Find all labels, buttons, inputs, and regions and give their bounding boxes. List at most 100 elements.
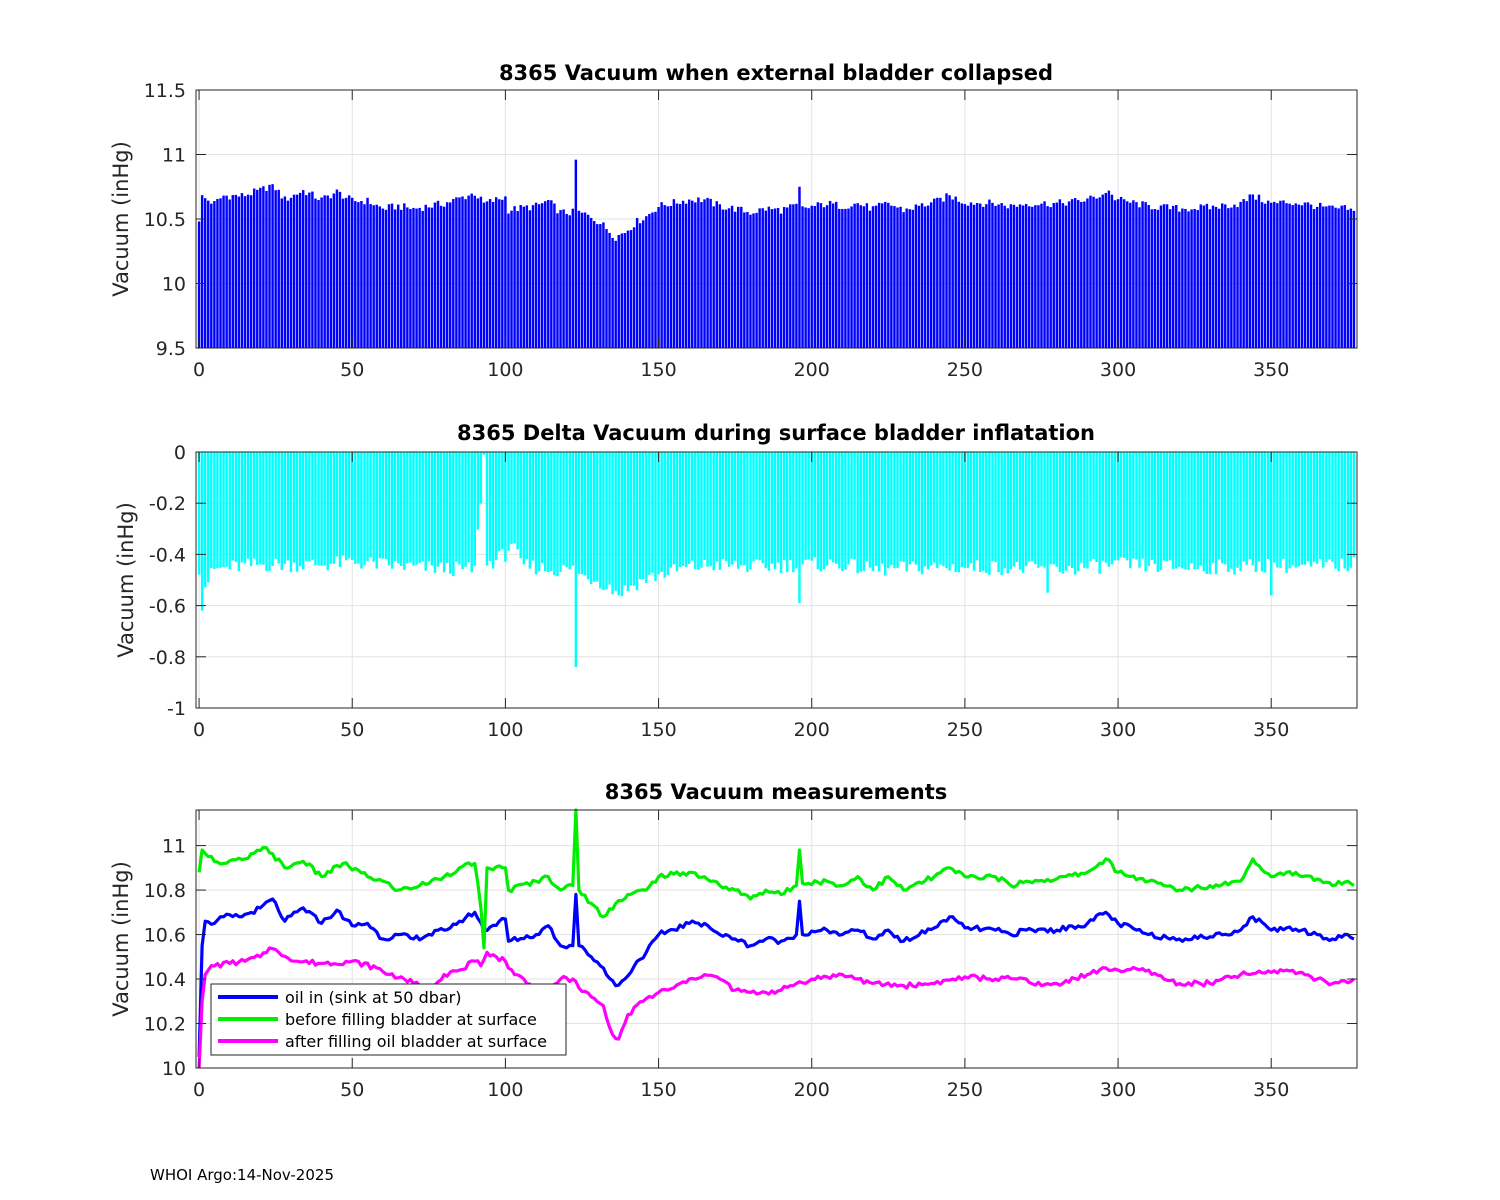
x-tick-label: 100 — [487, 359, 523, 381]
bar — [982, 452, 985, 571]
bar — [369, 204, 372, 348]
bar — [611, 452, 614, 595]
bar — [991, 202, 994, 348]
bar — [1199, 452, 1202, 566]
bar — [476, 198, 480, 348]
bar — [1135, 202, 1138, 348]
bar — [779, 452, 783, 574]
bar — [1193, 452, 1196, 570]
bar — [1257, 452, 1261, 562]
bar — [1251, 194, 1255, 348]
bar — [681, 452, 685, 566]
y-tick-label: 11 — [162, 836, 186, 858]
bar — [1276, 203, 1279, 348]
y-tick-label: 10.4 — [144, 969, 186, 991]
bar — [1220, 452, 1224, 564]
bar — [213, 452, 216, 570]
bar — [645, 216, 648, 348]
x-tick-label: 150 — [640, 359, 676, 381]
bar — [308, 192, 311, 348]
bar — [412, 452, 415, 566]
bar — [960, 203, 964, 348]
bar — [311, 191, 314, 348]
bar — [629, 230, 633, 348]
bar — [1328, 205, 1331, 348]
bar — [642, 220, 645, 348]
bar — [354, 452, 357, 564]
bar — [1052, 452, 1055, 565]
bar — [954, 452, 957, 573]
bar — [1012, 452, 1016, 567]
bar — [835, 452, 838, 564]
bar — [691, 452, 694, 561]
bar — [651, 212, 654, 348]
bar — [246, 452, 250, 559]
bar — [1126, 452, 1129, 561]
y-tick-label: 11.5 — [144, 80, 186, 102]
bar — [1340, 452, 1343, 559]
bar — [534, 452, 538, 575]
bar — [1003, 205, 1006, 348]
bar — [1178, 211, 1181, 348]
bar — [464, 199, 467, 348]
bar — [1227, 452, 1230, 572]
bar — [850, 206, 853, 348]
bar — [1138, 207, 1141, 348]
bar — [1285, 452, 1288, 573]
bar — [543, 201, 547, 348]
bar — [841, 452, 844, 572]
x-tick-label: 50 — [340, 359, 364, 381]
bar — [978, 452, 982, 572]
bar — [896, 207, 899, 348]
bar — [1325, 206, 1328, 348]
bar — [776, 452, 780, 563]
bar — [862, 206, 866, 348]
bar — [228, 452, 231, 570]
bar — [1153, 208, 1157, 348]
bar — [1334, 452, 1337, 569]
bar — [767, 452, 771, 571]
bar — [694, 452, 697, 569]
bar — [540, 452, 544, 564]
bar — [899, 452, 902, 562]
bar — [687, 199, 691, 348]
bar — [1224, 452, 1227, 565]
bar — [865, 452, 869, 562]
bar — [237, 196, 241, 348]
bar — [844, 452, 847, 570]
bar — [926, 452, 930, 570]
bar — [942, 452, 945, 567]
bar — [556, 452, 559, 577]
bar — [1000, 203, 1003, 348]
bar — [329, 198, 333, 348]
bar — [237, 452, 241, 572]
bar — [736, 206, 740, 348]
line-series — [197, 808, 1355, 1069]
bar — [936, 197, 939, 348]
bar — [568, 452, 571, 570]
bar — [439, 205, 443, 348]
bar — [501, 452, 504, 550]
bar — [1273, 201, 1276, 348]
bar — [755, 452, 758, 560]
bar — [1224, 204, 1227, 348]
bar — [893, 206, 896, 348]
bar — [675, 203, 679, 348]
bar — [874, 205, 878, 348]
bar — [1251, 452, 1255, 566]
bar — [210, 203, 213, 348]
bar — [249, 195, 253, 348]
bar — [635, 452, 639, 591]
bar — [1089, 452, 1092, 562]
bar — [1073, 452, 1077, 575]
bar — [513, 452, 516, 544]
bar — [479, 196, 483, 348]
bar — [1337, 208, 1340, 348]
ticks: 0 50 100 150 200 250 300 350 9.5 10 10.5 11 11.5 — [144, 80, 1357, 381]
bar — [1061, 452, 1065, 574]
bar — [880, 452, 884, 564]
bar — [978, 203, 982, 348]
bar — [770, 452, 774, 564]
bar — [862, 452, 866, 572]
bar — [902, 212, 905, 348]
